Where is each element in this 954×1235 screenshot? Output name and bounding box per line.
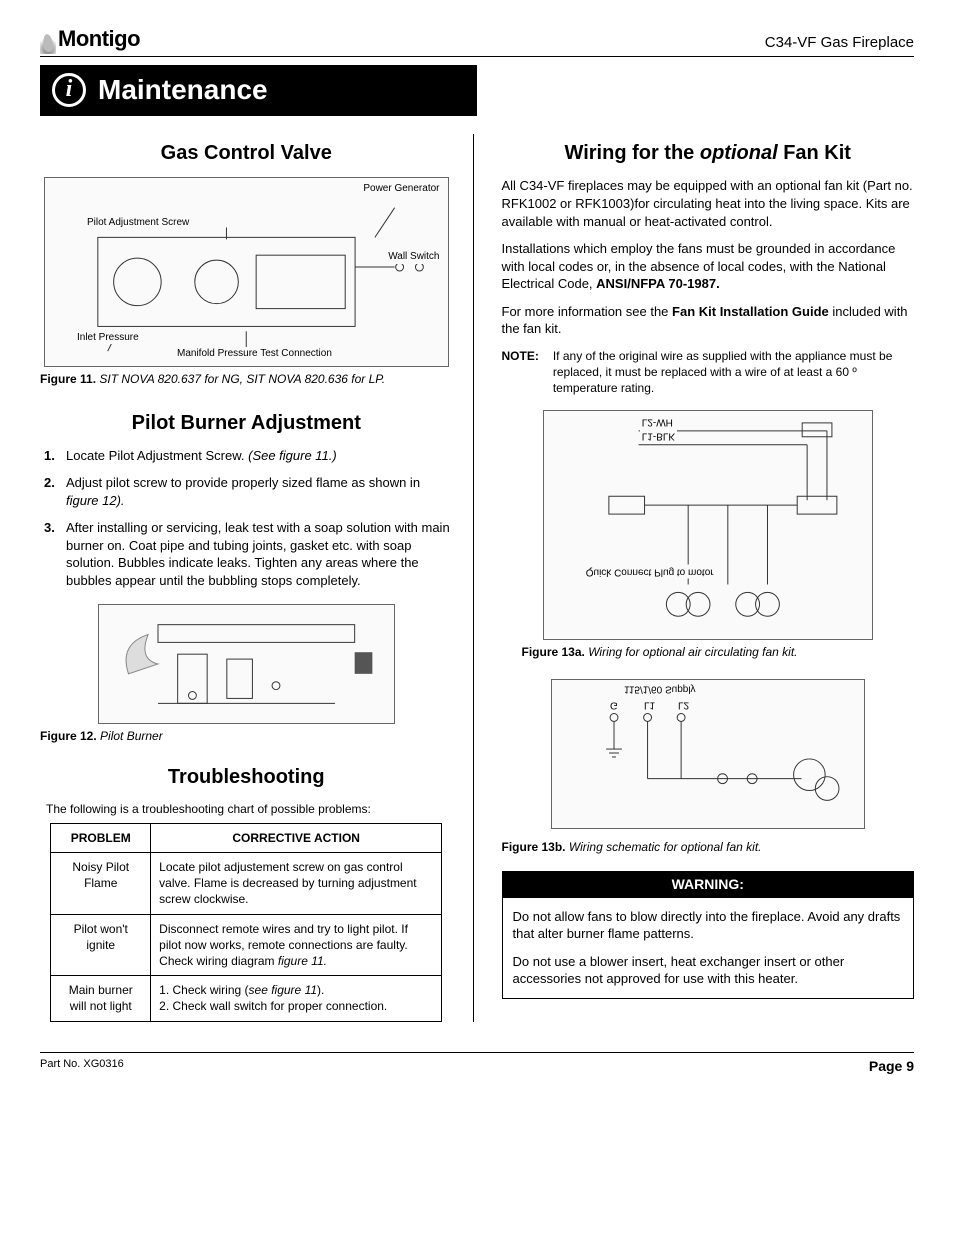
figure-12	[98, 604, 395, 724]
pilot-steps: 1. Locate Pilot Adjustment Screw. (See f…	[40, 447, 453, 590]
fig13a-plug: Quick Connect Plug to motor	[584, 565, 716, 579]
figure-13a: L2-WH L1-BLK Quick Connect Plug to motor	[543, 410, 873, 640]
fig11-label-wall: Wall Switch	[386, 250, 441, 264]
info-icon: i	[52, 73, 86, 107]
fan-p2: Installations which employ the fans must…	[502, 240, 915, 293]
fan-heading: Wiring for the optional Fan Kit	[502, 140, 915, 167]
fig13b-svg	[552, 680, 864, 828]
step-1: 1. Locate Pilot Adjustment Screw. (See f…	[40, 447, 453, 465]
brand-logo: Montigo	[40, 24, 140, 54]
fig11-label-power: Power Generator	[361, 182, 441, 196]
gas-valve-heading: Gas Control Valve	[40, 140, 453, 167]
warning-heading: WARNING:	[502, 871, 915, 898]
warning-p1: Do not allow fans to blow directly into …	[513, 908, 904, 943]
fig11-caption-italic: SIT NOVA 820.637 for NG, SIT NOVA 820.63…	[99, 372, 385, 386]
note-tag: NOTE:	[502, 348, 539, 397]
fig13b-supply: 115/1/60 Supply	[622, 682, 698, 696]
warning-p2: Do not use a blower insert, heat exchang…	[513, 953, 904, 988]
note-block: NOTE: If any of the original wire as sup…	[502, 348, 915, 397]
page-number: Page 9	[869, 1057, 914, 1076]
fig13b-caption: Figure 13b. Wiring schematic for optiona…	[502, 839, 915, 855]
step-2: 2. Adjust pilot screw to provide properl…	[40, 474, 453, 509]
fig13b-l2: L2	[676, 698, 691, 712]
fig11-label-inlet: Inlet Pressure	[75, 331, 141, 345]
table-row: Pilot won't ignite Disconnect remote wir…	[51, 914, 442, 976]
product-name: C34-VF Gas Fireplace	[765, 33, 914, 53]
part-number: Part No. XG0316	[40, 1057, 124, 1076]
section-banner: i Maintenance	[40, 65, 477, 117]
fig11-caption-bold: Figure 11.	[40, 372, 96, 386]
fig13b-g: G	[608, 698, 620, 712]
brand-text: Montigo	[58, 24, 140, 54]
right-column: Wiring for the optional Fan Kit All C34-…	[502, 134, 915, 1021]
trouble-table: PROBLEM CORRECTIVE ACTION Noisy Pilot Fl…	[50, 823, 442, 1022]
warning-box: Do not allow fans to blow directly into …	[502, 898, 915, 999]
note-text: If any of the original wire as supplied …	[553, 348, 914, 397]
table-row: Noisy Pilot Flame Locate pilot adjusteme…	[51, 853, 442, 915]
fig11-label-pilot: Pilot Adjustment Screw	[85, 216, 191, 230]
fig11-label-manifold: Manifold Pressure Test Connection	[175, 347, 334, 361]
page-header: Montigo C34-VF Gas Fireplace	[40, 24, 914, 57]
page-footer: Part No. XG0316 Page 9	[40, 1052, 914, 1076]
trouble-intro: The following is a troubleshooting chart…	[46, 801, 447, 817]
step-3: 3. After installing or servicing, leak t…	[40, 519, 453, 589]
fan-p3: For more information see the Fan Kit Ins…	[502, 303, 915, 338]
fig13b-l1: L1	[642, 698, 657, 712]
left-column: Gas Control Valve Power Generator Wall S…	[40, 134, 474, 1021]
figure-13b: 115/1/60 Supply G L1 L2	[551, 679, 865, 829]
fig12-caption-italic: Pilot Burner	[100, 729, 163, 743]
fig13a-wh: L2-WH	[640, 415, 675, 429]
fig13a-blk: L1-BLK	[640, 429, 677, 443]
banner-title: Maintenance	[98, 71, 268, 109]
fig11-caption: Figure 11. SIT NOVA 820.637 for NG, SIT …	[40, 371, 453, 387]
flame-icon	[40, 32, 56, 54]
col-action: CORRECTIVE ACTION	[151, 823, 442, 852]
col-problem: PROBLEM	[51, 823, 151, 852]
figure-11: Power Generator Wall Switch Pilot Adjust…	[44, 177, 449, 367]
fig13a-caption: Figure 13a. Wiring for optional air circ…	[522, 644, 915, 660]
content-columns: Gas Control Valve Power Generator Wall S…	[40, 134, 914, 1021]
trouble-heading: Troubleshooting	[40, 764, 453, 791]
fig12-caption: Figure 12. Pilot Burner	[40, 728, 453, 744]
fig12-svg	[99, 605, 394, 723]
pilot-heading: Pilot Burner Adjustment	[40, 410, 453, 437]
fig12-caption-bold: Figure 12.	[40, 729, 97, 743]
fan-p1: All C34-VF fireplaces may be equipped wi…	[502, 177, 915, 230]
fig13a-svg	[544, 411, 872, 639]
table-row: Main burner will not light 1. Check wiri…	[51, 976, 442, 1021]
